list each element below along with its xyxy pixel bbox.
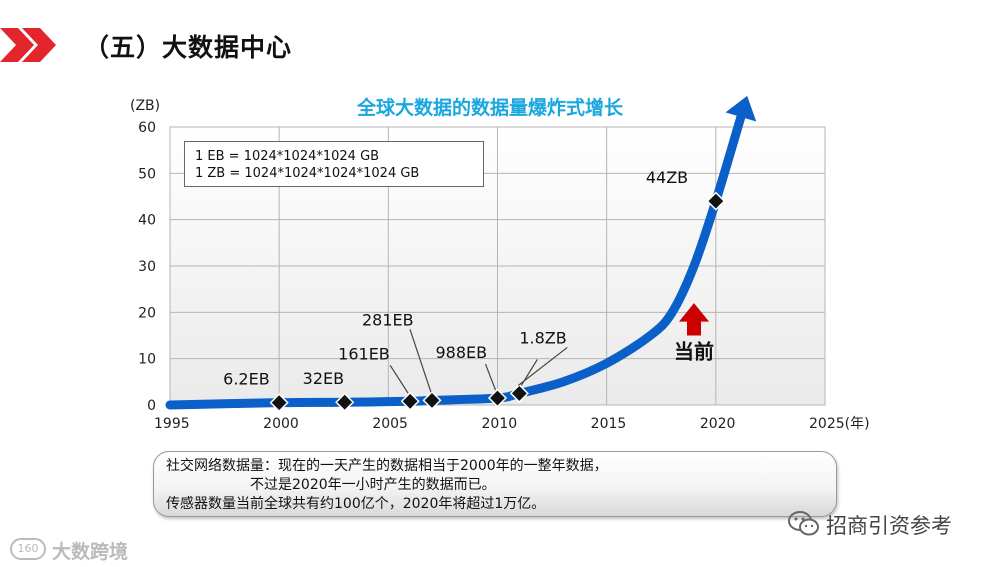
y-tick-label: 0	[147, 398, 156, 414]
wechat-icon	[788, 511, 819, 536]
x-tick-label: 2000	[263, 416, 299, 432]
x-tick-label: 2010	[482, 416, 518, 432]
note-line-1: 社交网络数据量：现在的一天产生的数据相当于2000年的一整年数据，	[166, 458, 608, 474]
y-tick-label: 20	[138, 305, 156, 321]
axis-ticks: 0 10 20 30 40 50 60 1995 2000 2005 2010 2015 2020 202…	[138, 120, 869, 432]
watermark-logo-icon: 160	[10, 538, 46, 560]
watermark-right-text: 招商引资参考	[826, 514, 952, 538]
data-point-label: 44ZB	[646, 168, 688, 187]
data-point-label: 161EB	[338, 344, 390, 363]
note-line-2: 不过是2020年一小时产生的数据而已。	[250, 477, 496, 493]
note-box: 社交网络数据量：现在的一天产生的数据相当于2000年的一整年数据， 不过是202…	[153, 451, 837, 517]
x-tick-label: 2005	[372, 416, 408, 432]
chart-title: 全球大数据的数据量爆炸式增长	[356, 97, 623, 119]
header: （五）大数据中心	[0, 24, 600, 68]
data-points: 6.2EB 32EB 161EB 281EB 988EB 1.8ZB 44ZB	[223, 168, 726, 413]
data-point-marker	[269, 393, 289, 413]
data-point-label: 988EB	[436, 343, 488, 362]
data-point-label: 32EB	[303, 369, 344, 388]
up-arrow-icon	[679, 303, 709, 336]
unit-definition-box: 1 EB = 1024*1024*1024 GB 1 ZB = 1024*102…	[184, 141, 484, 187]
data-point-label: 281EB	[362, 310, 414, 329]
current-annotation-label: 当前	[674, 340, 714, 364]
data-point-marker	[400, 391, 420, 411]
data-label-leader	[389, 364, 409, 394]
y-tick-label: 40	[138, 213, 156, 229]
eb-definition: 1 EB = 1024*1024*1024 GB	[195, 149, 380, 164]
data-label-leader	[484, 363, 497, 391]
x-tick-label: 2015	[591, 416, 627, 432]
data-point-label: 1.8ZB	[519, 328, 566, 347]
grid	[169, 126, 826, 406]
data-point-label: 6.2EB	[223, 370, 270, 389]
x-tick-label: 1995	[154, 416, 190, 432]
y-tick-label: 60	[138, 120, 156, 136]
x-tick-label: 2020	[700, 416, 736, 432]
watermark-left-text: 大数跨境	[52, 541, 129, 563]
data-point-marker	[509, 383, 529, 403]
data-label-leader	[520, 359, 538, 386]
data-point-marker	[706, 191, 726, 211]
zb-definition: 1 ZB = 1024*1024*1024*1024 GB	[195, 166, 420, 181]
y-tick-label: 50	[138, 166, 156, 182]
data-point-marker	[422, 390, 442, 410]
y-axis-unit-label: (ZB)	[130, 98, 161, 114]
annotations: 当前	[674, 303, 714, 364]
data-label-leader	[409, 329, 432, 393]
x-tick-label: 2025(年)	[809, 416, 870, 432]
note-line-3: 传感器数量当前全球共有约100亿个，2020年将超过1万亿。	[166, 496, 546, 512]
chevron-arrows-icon	[0, 28, 56, 62]
data-label-leader	[517, 346, 568, 386]
y-tick-label: 10	[138, 352, 156, 368]
data-point-marker	[487, 388, 508, 408]
section-title: （五）大数据中心	[84, 33, 293, 62]
series-arrowhead	[725, 95, 757, 122]
data-point-marker	[335, 392, 355, 412]
y-tick-label: 30	[138, 259, 156, 275]
